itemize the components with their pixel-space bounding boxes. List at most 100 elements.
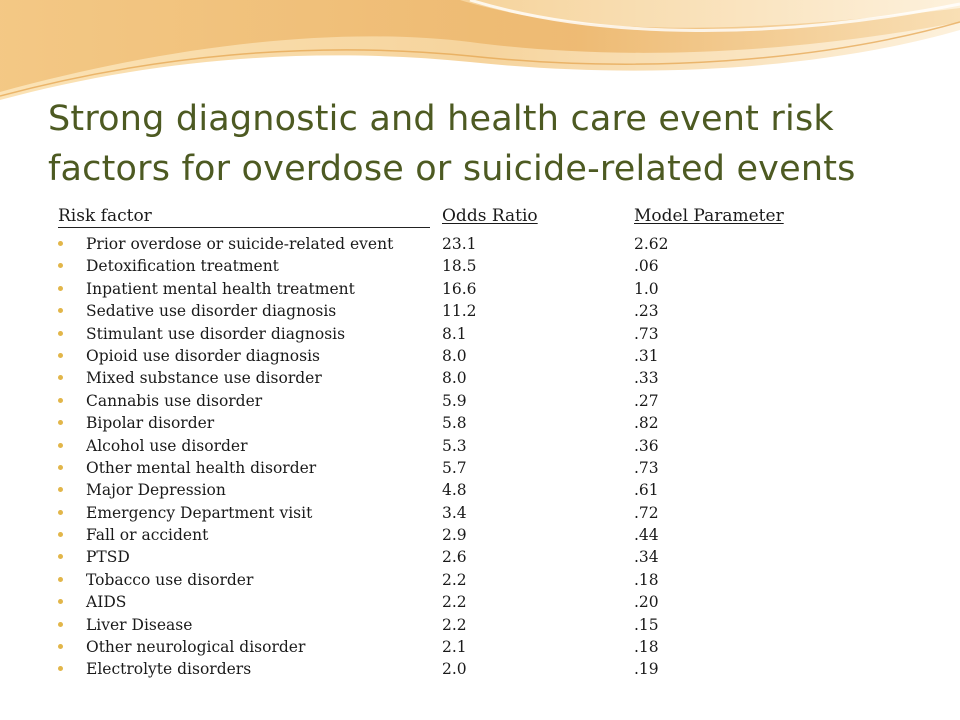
model-parameter-cell: 2.62 xyxy=(634,235,669,253)
risk-factor-cell: Tobacco use disorder xyxy=(86,570,254,589)
risk-factor-cell: Detoxification treatment xyxy=(86,257,279,276)
bullet-icon xyxy=(58,621,63,627)
odds-ratio-cell: 8.0 xyxy=(442,369,467,388)
risk-factor-cell: Emergency Department visit xyxy=(86,503,313,522)
bullet-icon xyxy=(58,285,63,291)
model-parameter-cell: .61 xyxy=(634,481,659,500)
odds-ratio-cell: 2.9 xyxy=(442,526,467,545)
model-parameter-cell: .19 xyxy=(634,660,659,679)
risk-factor-cell: Mixed substance use disorder xyxy=(86,369,322,388)
model-parameter-cell: .82 xyxy=(634,414,659,433)
table-row: Bipolar disorder 5.8 .82 xyxy=(58,412,818,434)
bullet-icon xyxy=(58,241,63,246)
slide-title: Strong diagnostic and health care event … xyxy=(48,94,928,194)
model-parameter-cell: .27 xyxy=(634,391,659,410)
bullet-icon xyxy=(58,666,63,672)
table-row: Electrolyte disorders 2.0 .19 xyxy=(58,658,818,680)
risk-factor-cell: Sedative use disorder diagnosis xyxy=(86,302,337,321)
risk-factor-cell: Bipolar disorder xyxy=(86,414,215,433)
model-parameter-cell: .15 xyxy=(634,615,659,634)
odds-ratio-cell: 2.2 xyxy=(442,593,467,612)
risk-factor-cell: Other neurological disorder xyxy=(86,638,306,657)
risk-factor-table: Risk factor Odds Ratio Model Parameter P… xyxy=(58,205,818,681)
bullet-icon xyxy=(58,487,63,493)
table-row: PTSD 2.6 .34 xyxy=(58,546,818,568)
table-row: Stimulant use disorder diagnosis 8.1 .73 xyxy=(58,323,818,345)
model-parameter-cell: .73 xyxy=(634,458,659,477)
header-odds-ratio: Odds Ratio xyxy=(442,206,538,226)
table-row: Cannabis use disorder 5.9 .27 xyxy=(58,390,818,412)
model-parameter-cell: 1.0 xyxy=(634,279,659,298)
odds-ratio-cell: 23.1 xyxy=(442,235,477,253)
table-row: Other neurological disorder 2.1 .18 xyxy=(58,636,818,658)
decorative-swoosh xyxy=(0,0,960,100)
odds-ratio-cell: 16.6 xyxy=(442,279,477,298)
risk-factor-cell: Electrolyte disorders xyxy=(86,660,252,679)
header-risk-factor: Risk factor xyxy=(58,205,430,228)
model-parameter-cell: .34 xyxy=(634,548,659,567)
risk-factor-cell: Stimulant use disorder diagnosis xyxy=(86,324,346,343)
bullet-icon xyxy=(58,263,63,269)
slide-title-line-2: factors for overdose or suicide-related … xyxy=(48,149,856,189)
risk-factor-cell: Other mental health disorder xyxy=(86,458,317,477)
model-parameter-cell: .33 xyxy=(634,369,659,388)
risk-factor-cell: Major Depression xyxy=(86,481,226,500)
table-rows: Prior overdose or suicide-related event 2… xyxy=(58,233,818,681)
odds-ratio-cell: 2.6 xyxy=(442,548,467,567)
bullet-icon xyxy=(58,599,63,605)
risk-factor-cell: AIDS xyxy=(86,593,127,612)
table-row: Mixed substance use disorder 8.0 .33 xyxy=(58,367,818,389)
bullet-icon xyxy=(58,644,63,650)
model-parameter-cell: .73 xyxy=(634,324,659,343)
table-row: Inpatient mental health treatment 16.6 1.0 xyxy=(58,278,818,300)
odds-ratio-cell: 5.8 xyxy=(442,414,467,433)
model-parameter-cell: .44 xyxy=(634,526,659,545)
risk-factor-cell: Fall or accident xyxy=(86,526,209,545)
model-parameter-cell: .18 xyxy=(634,638,659,657)
risk-factor-cell: Inpatient mental health treatment xyxy=(86,279,355,298)
model-parameter-cell: .72 xyxy=(634,503,659,522)
table-row: Prior overdose or suicide-related event 2… xyxy=(58,233,818,255)
bullet-icon xyxy=(58,330,63,336)
odds-ratio-cell: 2.0 xyxy=(442,660,467,679)
table-header: Risk factor Odds Ratio Model Parameter xyxy=(58,205,818,229)
model-parameter-cell: .36 xyxy=(634,436,659,455)
table-row: AIDS 2.2 .20 xyxy=(58,591,818,613)
table-row: Opioid use disorder diagnosis 8.0 .31 xyxy=(58,345,818,367)
model-parameter-cell: .18 xyxy=(634,570,659,589)
bullet-icon xyxy=(58,442,63,448)
table-row: Tobacco use disorder 2.2 .18 xyxy=(58,569,818,591)
odds-ratio-cell: 5.9 xyxy=(442,391,467,410)
odds-ratio-cell: 2.2 xyxy=(442,615,467,634)
odds-ratio-cell: 8.0 xyxy=(442,346,467,365)
bullet-icon xyxy=(58,532,63,538)
bullet-icon xyxy=(58,554,63,560)
table-row: Other mental health disorder 5.7 .73 xyxy=(58,457,818,479)
table-row: Sedative use disorder diagnosis 11.2 .23 xyxy=(58,300,818,322)
header-model-parameter: Model Parameter xyxy=(634,206,784,226)
table-row: Emergency Department visit 3.4 .72 xyxy=(58,502,818,524)
odds-ratio-cell: 4.8 xyxy=(442,481,467,500)
risk-factor-cell: Alcohol use disorder xyxy=(86,436,248,455)
bullet-icon xyxy=(58,576,63,582)
table-row: Fall or accident 2.9 .44 xyxy=(58,524,818,546)
bullet-icon xyxy=(58,397,63,403)
model-parameter-cell: .23 xyxy=(634,302,659,321)
odds-ratio-cell: 8.1 xyxy=(442,324,467,343)
risk-factor-cell: Opioid use disorder diagnosis xyxy=(86,346,320,365)
risk-factor-cell: Prior overdose or suicide-related event xyxy=(86,235,394,253)
bullet-icon xyxy=(58,509,63,515)
table-row: Alcohol use disorder 5.3 .36 xyxy=(58,435,818,457)
table-row: Liver Disease 2.2 .15 xyxy=(58,614,818,636)
risk-factor-cell: Cannabis use disorder xyxy=(86,391,263,410)
model-parameter-cell: .31 xyxy=(634,346,659,365)
model-parameter-cell: .20 xyxy=(634,593,659,612)
bullet-icon xyxy=(58,420,63,426)
risk-factor-cell: PTSD xyxy=(86,548,130,567)
odds-ratio-cell: 2.2 xyxy=(442,570,467,589)
risk-factor-cell: Liver Disease xyxy=(86,615,193,634)
model-parameter-cell: .06 xyxy=(634,257,659,276)
bullet-icon xyxy=(58,375,63,381)
odds-ratio-cell: 5.7 xyxy=(442,458,467,477)
